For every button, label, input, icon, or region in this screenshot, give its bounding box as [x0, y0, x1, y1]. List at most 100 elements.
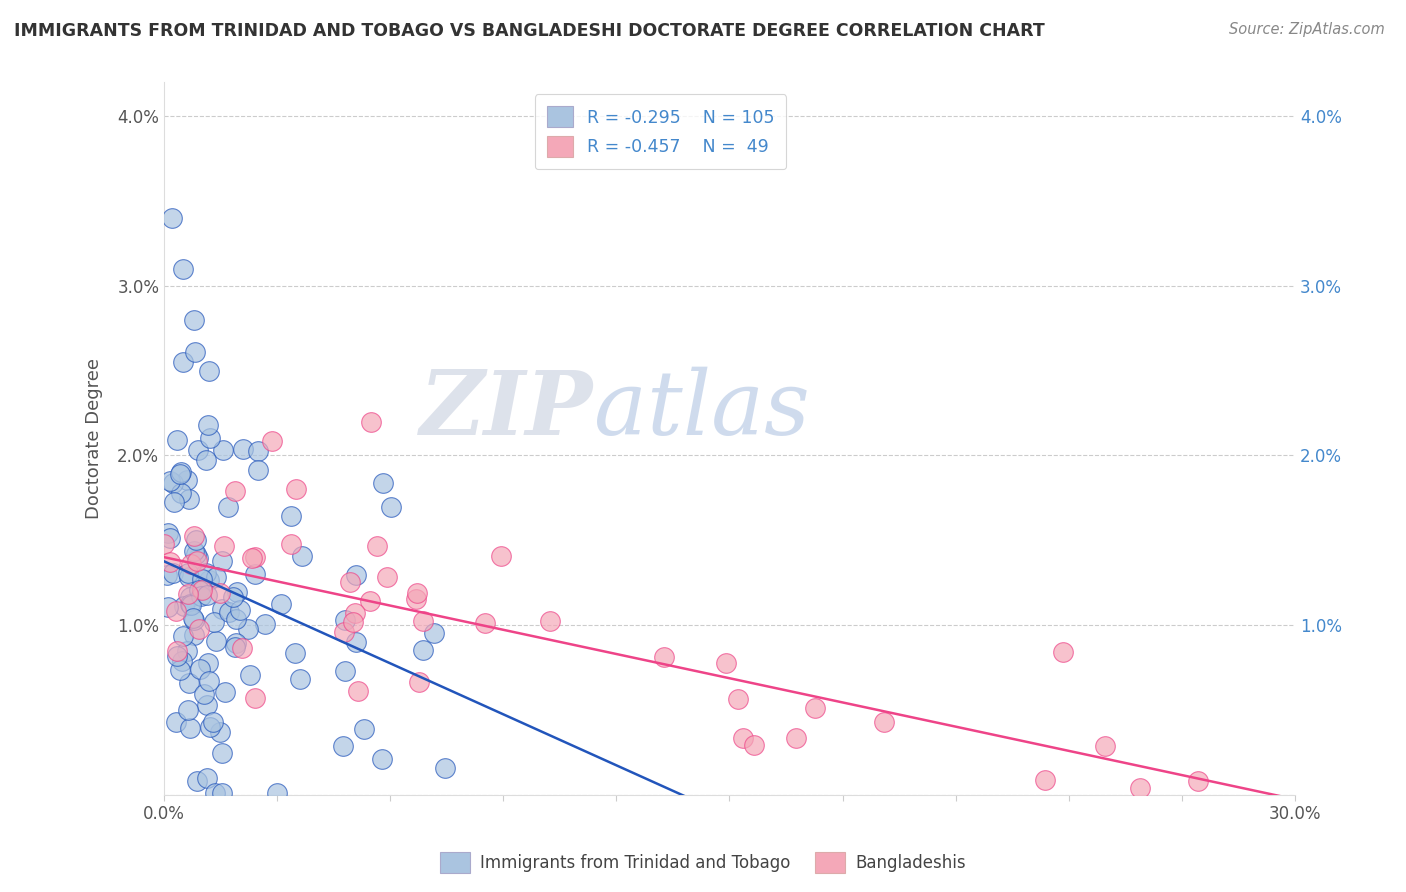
Point: [195, 453, 218, 467]
Legend: Immigrants from Trinidad and Tobago, Bangladeshis: Immigrants from Trinidad and Tobago, Ban…: [433, 846, 973, 880]
Point: [291, 549, 314, 563]
Point: [179, 492, 201, 507]
Point: [177, 566, 200, 581]
Point: [733, 731, 755, 745]
Point: [240, 551, 263, 566]
Point: [195, 588, 218, 602]
Point: [184, 344, 207, 359]
Point: [408, 675, 430, 690]
Point: [1094, 739, 1116, 753]
Point: [181, 610, 204, 624]
Point: [177, 675, 200, 690]
Point: [162, 475, 184, 490]
Point: [198, 673, 221, 688]
Point: [197, 656, 219, 670]
Point: [804, 701, 827, 715]
Point: [1187, 774, 1209, 789]
Point: [186, 773, 208, 788]
Point: [285, 483, 308, 497]
Point: [179, 597, 201, 611]
Point: [166, 649, 188, 664]
Point: [193, 687, 215, 701]
Point: [156, 599, 179, 614]
Point: [170, 654, 193, 668]
Point: [212, 442, 235, 457]
Point: [406, 586, 429, 600]
Point: [170, 485, 193, 500]
Point: [163, 495, 186, 509]
Text: atlas: atlas: [593, 367, 810, 453]
Point: [243, 691, 266, 706]
Point: [375, 570, 398, 584]
Point: [209, 725, 232, 739]
Point: [222, 590, 245, 604]
Point: [280, 537, 302, 551]
Point: [254, 617, 277, 632]
Point: [187, 551, 209, 566]
Point: [172, 355, 194, 369]
Point: [183, 628, 205, 642]
Point: [727, 691, 749, 706]
Point: [190, 583, 212, 598]
Point: [231, 641, 253, 656]
Point: [205, 633, 228, 648]
Point: [177, 587, 200, 601]
Point: [1129, 781, 1152, 796]
Point: [371, 751, 394, 765]
Point: [333, 613, 356, 627]
Point: [198, 573, 221, 587]
Point: [156, 567, 179, 582]
Point: [169, 467, 191, 482]
Point: [224, 640, 246, 654]
Point: [360, 415, 382, 429]
Point: [1052, 645, 1074, 659]
Point: [218, 605, 240, 619]
Point: [284, 646, 307, 660]
Point: [243, 567, 266, 582]
Text: IMMIGRANTS FROM TRINIDAD AND TOBAGO VS BANGLADESHI DOCTORATE DEGREE CORRELATION : IMMIGRANTS FROM TRINIDAD AND TOBAGO VS B…: [14, 22, 1045, 40]
Point: [186, 533, 208, 547]
Point: [159, 474, 181, 488]
Point: [165, 604, 187, 618]
Text: ZIP: ZIP: [420, 367, 593, 453]
Point: [371, 475, 394, 490]
Point: [873, 714, 896, 729]
Point: [226, 584, 249, 599]
Point: [211, 786, 233, 800]
Point: [170, 465, 193, 479]
Point: [204, 569, 226, 583]
Point: [344, 606, 367, 620]
Point: [183, 312, 205, 326]
Point: [335, 664, 357, 678]
Point: [224, 483, 246, 498]
Point: [191, 572, 214, 586]
Point: [183, 543, 205, 558]
Point: [211, 554, 233, 568]
Y-axis label: Doctorate Degree: Doctorate Degree: [86, 358, 103, 519]
Point: [197, 418, 219, 433]
Point: [280, 508, 302, 523]
Point: [172, 261, 194, 276]
Point: [785, 731, 807, 745]
Point: [188, 662, 211, 676]
Point: [270, 598, 292, 612]
Point: [162, 566, 184, 580]
Point: [190, 589, 212, 603]
Point: [179, 591, 201, 605]
Point: [474, 616, 496, 631]
Point: [188, 623, 211, 637]
Point: [173, 599, 195, 613]
Point: [239, 668, 262, 682]
Point: [353, 722, 375, 736]
Point: [159, 532, 181, 546]
Point: [204, 786, 226, 800]
Point: [186, 554, 208, 568]
Point: [208, 586, 231, 600]
Point: [201, 714, 224, 729]
Point: [489, 549, 512, 563]
Point: [225, 612, 247, 626]
Point: [198, 720, 221, 734]
Point: [183, 529, 205, 543]
Point: [187, 443, 209, 458]
Point: [344, 568, 367, 582]
